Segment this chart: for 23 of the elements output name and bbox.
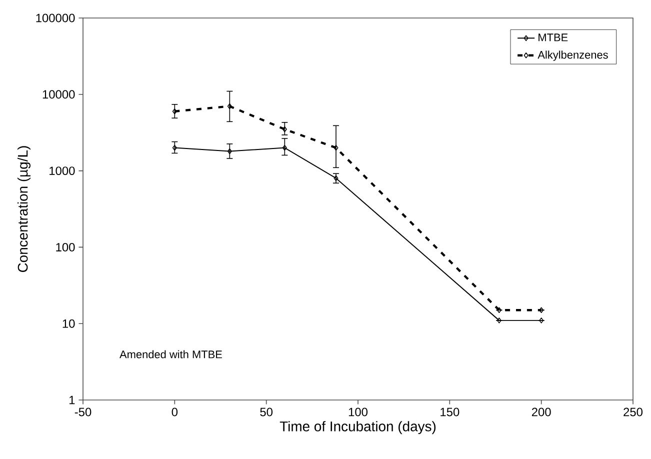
legend-label: Alkylbenzenes bbox=[538, 50, 608, 61]
point bbox=[334, 175, 338, 182]
x-tick-label: 150 bbox=[440, 408, 460, 416]
y-axis-title: Concentration (µg/L) bbox=[17, 146, 30, 272]
y-tick-label: 10 bbox=[62, 319, 75, 328]
y-tick-label: 100000 bbox=[36, 14, 75, 22]
x-tick-label: 200 bbox=[532, 408, 551, 416]
point bbox=[496, 318, 502, 324]
x-tick-label: 100 bbox=[348, 408, 368, 416]
y-tick-label: 100 bbox=[56, 242, 75, 252]
y-tick-label: 10000 bbox=[42, 90, 75, 99]
legend-label: MTBE bbox=[538, 34, 568, 42]
point bbox=[496, 307, 502, 314]
x-tick-label: 50 bbox=[260, 408, 273, 416]
y-tick-label: 1 bbox=[69, 396, 75, 404]
x-tick-label: 0 bbox=[172, 408, 178, 416]
y-tick-label: 1000 bbox=[50, 166, 75, 176]
x-axis-title: Time of Incubation (days) bbox=[280, 421, 436, 434]
x-tick-label: -50 bbox=[74, 408, 92, 416]
x-tick-label: 250 bbox=[624, 408, 643, 416]
point bbox=[539, 307, 544, 314]
annotation: Amended with MTBE bbox=[120, 350, 222, 358]
point bbox=[282, 126, 287, 132]
